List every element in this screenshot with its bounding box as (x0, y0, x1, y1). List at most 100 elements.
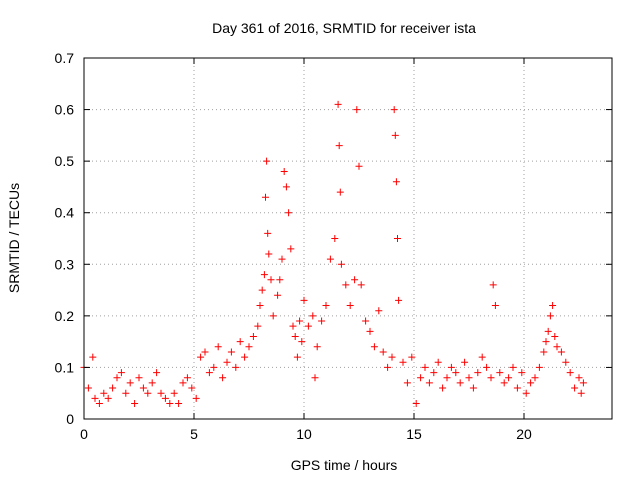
data-point (278, 255, 286, 263)
y-tick-label: 0 (66, 411, 74, 427)
data-point (249, 332, 257, 340)
data-point (117, 369, 125, 377)
data-point (291, 332, 299, 340)
data-point (131, 400, 139, 408)
data-point (205, 369, 213, 377)
data-point (412, 400, 420, 408)
data-point (267, 276, 275, 284)
data-point (274, 291, 282, 299)
data-point (144, 389, 152, 397)
data-point (461, 358, 469, 366)
data-point (474, 369, 482, 377)
data-point (166, 400, 174, 408)
data-point (113, 374, 121, 382)
data-point (175, 400, 183, 408)
data-point (236, 338, 244, 346)
data-point (425, 379, 433, 387)
data-point (109, 384, 117, 392)
data-point (293, 353, 301, 361)
data-point (309, 312, 317, 320)
data-point (254, 322, 262, 330)
data-point (557, 348, 565, 356)
y-tick-label: 0.3 (55, 256, 75, 272)
data-point (326, 255, 334, 263)
data-point (269, 312, 277, 320)
data-point (505, 374, 513, 382)
data-point (443, 374, 451, 382)
x-tick-label: 0 (80, 426, 88, 442)
chart-title: Day 361 of 2016, SRMTID for receiver ist… (212, 20, 476, 36)
data-point (122, 389, 130, 397)
x-axis-label: GPS time / hours (291, 457, 398, 473)
data-point (388, 353, 396, 361)
data-point (256, 302, 264, 310)
data-point (390, 106, 398, 114)
data-point (469, 384, 477, 392)
data-point (258, 286, 266, 294)
x-tick-label: 10 (296, 426, 312, 442)
y-tick-label: 0.2 (55, 308, 75, 324)
data-point (527, 379, 535, 387)
data-point (219, 374, 227, 382)
data-point (296, 317, 304, 325)
data-point (370, 343, 378, 351)
data-point (353, 106, 361, 114)
data-point (392, 178, 400, 186)
data-point (579, 379, 587, 387)
data-point (403, 379, 411, 387)
data-point (522, 389, 530, 397)
data-point (553, 343, 561, 351)
data-point (491, 302, 499, 310)
data-point (439, 384, 447, 392)
data-point (188, 384, 196, 392)
data-point (148, 379, 156, 387)
data-point (566, 369, 574, 377)
data-point (201, 348, 209, 356)
data-point (465, 374, 473, 382)
data-point (496, 369, 504, 377)
data-point (362, 317, 370, 325)
data-point (430, 369, 438, 377)
data-point (265, 250, 273, 258)
data-point (335, 142, 343, 150)
data-point (223, 358, 231, 366)
data-point (311, 374, 319, 382)
data-point (214, 343, 222, 351)
data-point (571, 384, 579, 392)
data-point (192, 394, 200, 402)
data-point (487, 374, 495, 382)
data-point (351, 276, 359, 284)
points-layer (80, 100, 587, 408)
data-point (518, 369, 526, 377)
plot-frame (83, 57, 613, 420)
data-point (89, 353, 97, 361)
data-point (287, 245, 295, 253)
data-point (331, 235, 339, 242)
data-point (544, 327, 552, 335)
data-point (489, 281, 497, 289)
data-point (210, 363, 218, 371)
data-point (509, 363, 517, 371)
data-point (562, 358, 570, 366)
data-point (500, 379, 508, 387)
data-point (139, 384, 147, 392)
data-point (153, 369, 161, 377)
data-point (300, 296, 308, 304)
data-point (540, 348, 548, 356)
data-point (513, 384, 521, 392)
data-point (260, 271, 268, 279)
data-point (337, 260, 345, 268)
data-point (313, 343, 321, 351)
data-point (104, 394, 112, 402)
data-point (391, 131, 399, 139)
data-point (577, 389, 585, 397)
data-point (395, 296, 403, 304)
data-point (322, 302, 330, 310)
data-point (282, 183, 290, 191)
data-point (84, 384, 92, 392)
data-point (421, 363, 429, 371)
data-point (546, 312, 554, 320)
data-point (417, 374, 425, 382)
x-tick-label: 5 (190, 426, 198, 442)
data-point (197, 353, 205, 361)
